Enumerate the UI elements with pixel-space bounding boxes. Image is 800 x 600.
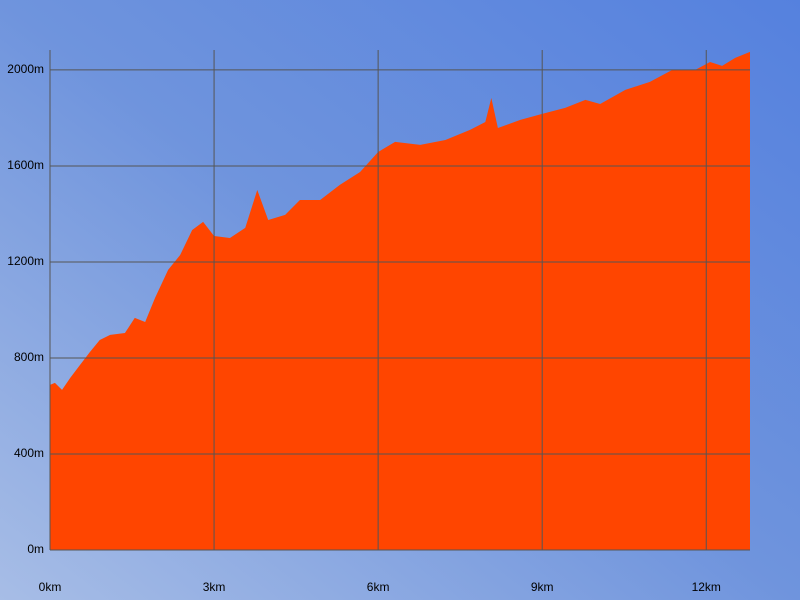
x-tick-label: 0km (39, 580, 62, 594)
y-tick-label: 1200m (7, 254, 44, 268)
x-tick-label: 3km (203, 580, 226, 594)
y-tick-label: 800m (14, 350, 44, 364)
x-tick-label: 6km (367, 580, 390, 594)
x-tick-label: 12km (692, 580, 721, 594)
y-tick-label: 0m (27, 542, 44, 556)
x-tick-label: 9km (531, 580, 554, 594)
y-tick-label: 400m (14, 446, 44, 460)
y-tick-label: 2000m (7, 62, 44, 76)
elevation-area (50, 51, 750, 551)
y-tick-label: 1600m (7, 158, 44, 172)
